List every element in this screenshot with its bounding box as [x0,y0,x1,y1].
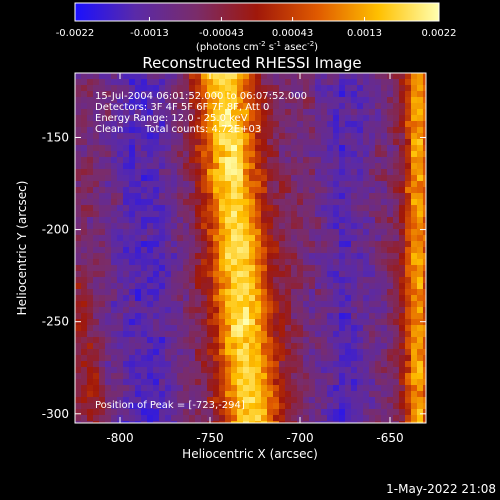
y-tick-label: -300 [42,407,69,421]
colorbar-tick-label: -0.0013 [130,28,169,39]
x-tick-label: -750 [196,431,223,445]
plot-title: Reconstructed RHESSI Image [142,54,361,72]
y-tick-label: -200 [42,223,69,237]
info-energy-range: Energy Range: 12.0 - 25.0 keV [95,113,248,124]
x-tick-label: -650 [376,431,403,445]
info-method: Clean [95,124,123,135]
reconstructed-image [75,73,426,423]
colorbar-tick-label: 0.0022 [422,28,457,39]
colorbar-tick-label: -0.0022 [56,28,95,39]
x-tick-label: -800 [106,431,133,445]
y-axis-ticks: -150 -200 -250 -300 [42,130,426,421]
colorbar [74,2,440,22]
colorbar-units: (photons cm-2 s-1 asec-2) [196,40,318,53]
x-axis-ticks: -800 -750 -700 -650 [106,73,404,445]
y-tick-label: -250 [42,315,69,329]
plot-frame [74,72,427,424]
info-detectors: Detectors: 3F 4F 5F 6F 7F 8F, Att 0 [95,102,269,113]
colorbar-tick-label: -0.00043 [199,28,244,39]
timestamp: 1-May-2022 21:08 [386,482,496,496]
x-tick-label: -700 [286,431,313,445]
info-time-range: 15-Jul-2004 06:01:52.000 to 06:07:52.000 [95,91,307,102]
x-axis-label: Heliocentric X (arcsec) [182,447,318,461]
y-axis-label: Heliocentric Y (arcsec) [15,181,29,316]
y-tick-label: -150 [42,130,69,144]
info-peak-position: Position of Peak = [-723,-294] [95,400,245,411]
colorbar-tick-label: 0.0013 [347,28,382,39]
colorbar-tick-label: 0.00043 [272,28,313,39]
info-total-counts: Total counts: 4.72E+03 [144,124,261,135]
colorbar-ticks: -0.0022 -0.0013 -0.00043 0.00043 0.0013 0.002… [56,17,457,39]
